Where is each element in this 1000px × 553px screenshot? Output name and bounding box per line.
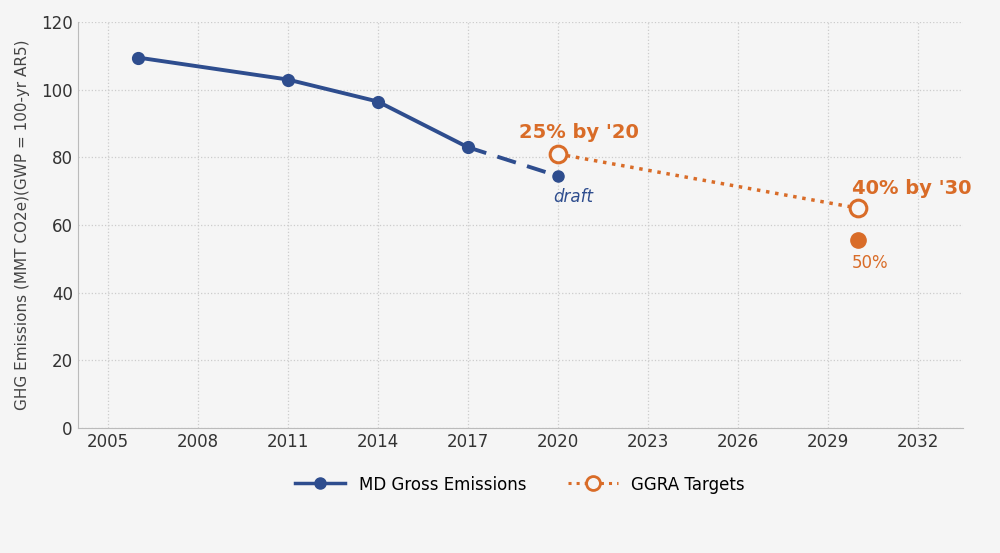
Y-axis label: GHG Emissions (MMT CO2e)(GWP = 100-yr AR5): GHG Emissions (MMT CO2e)(GWP = 100-yr AR… [15,40,30,410]
Text: 40% by '30: 40% by '30 [852,179,971,198]
Text: draft: draft [553,188,593,206]
Text: 25% by '20: 25% by '20 [519,123,639,142]
Legend: MD Gross Emissions, GGRA Targets: MD Gross Emissions, GGRA Targets [289,469,752,501]
Text: 50%: 50% [852,254,888,272]
